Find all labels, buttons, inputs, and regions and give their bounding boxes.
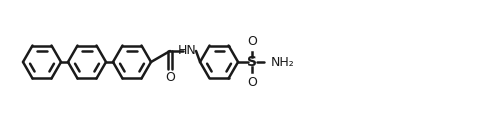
Text: O: O <box>165 71 175 84</box>
Text: O: O <box>247 76 257 89</box>
Text: NH₂: NH₂ <box>271 56 294 68</box>
Text: S: S <box>246 55 257 69</box>
Text: HN: HN <box>177 44 196 58</box>
Text: O: O <box>247 35 257 48</box>
